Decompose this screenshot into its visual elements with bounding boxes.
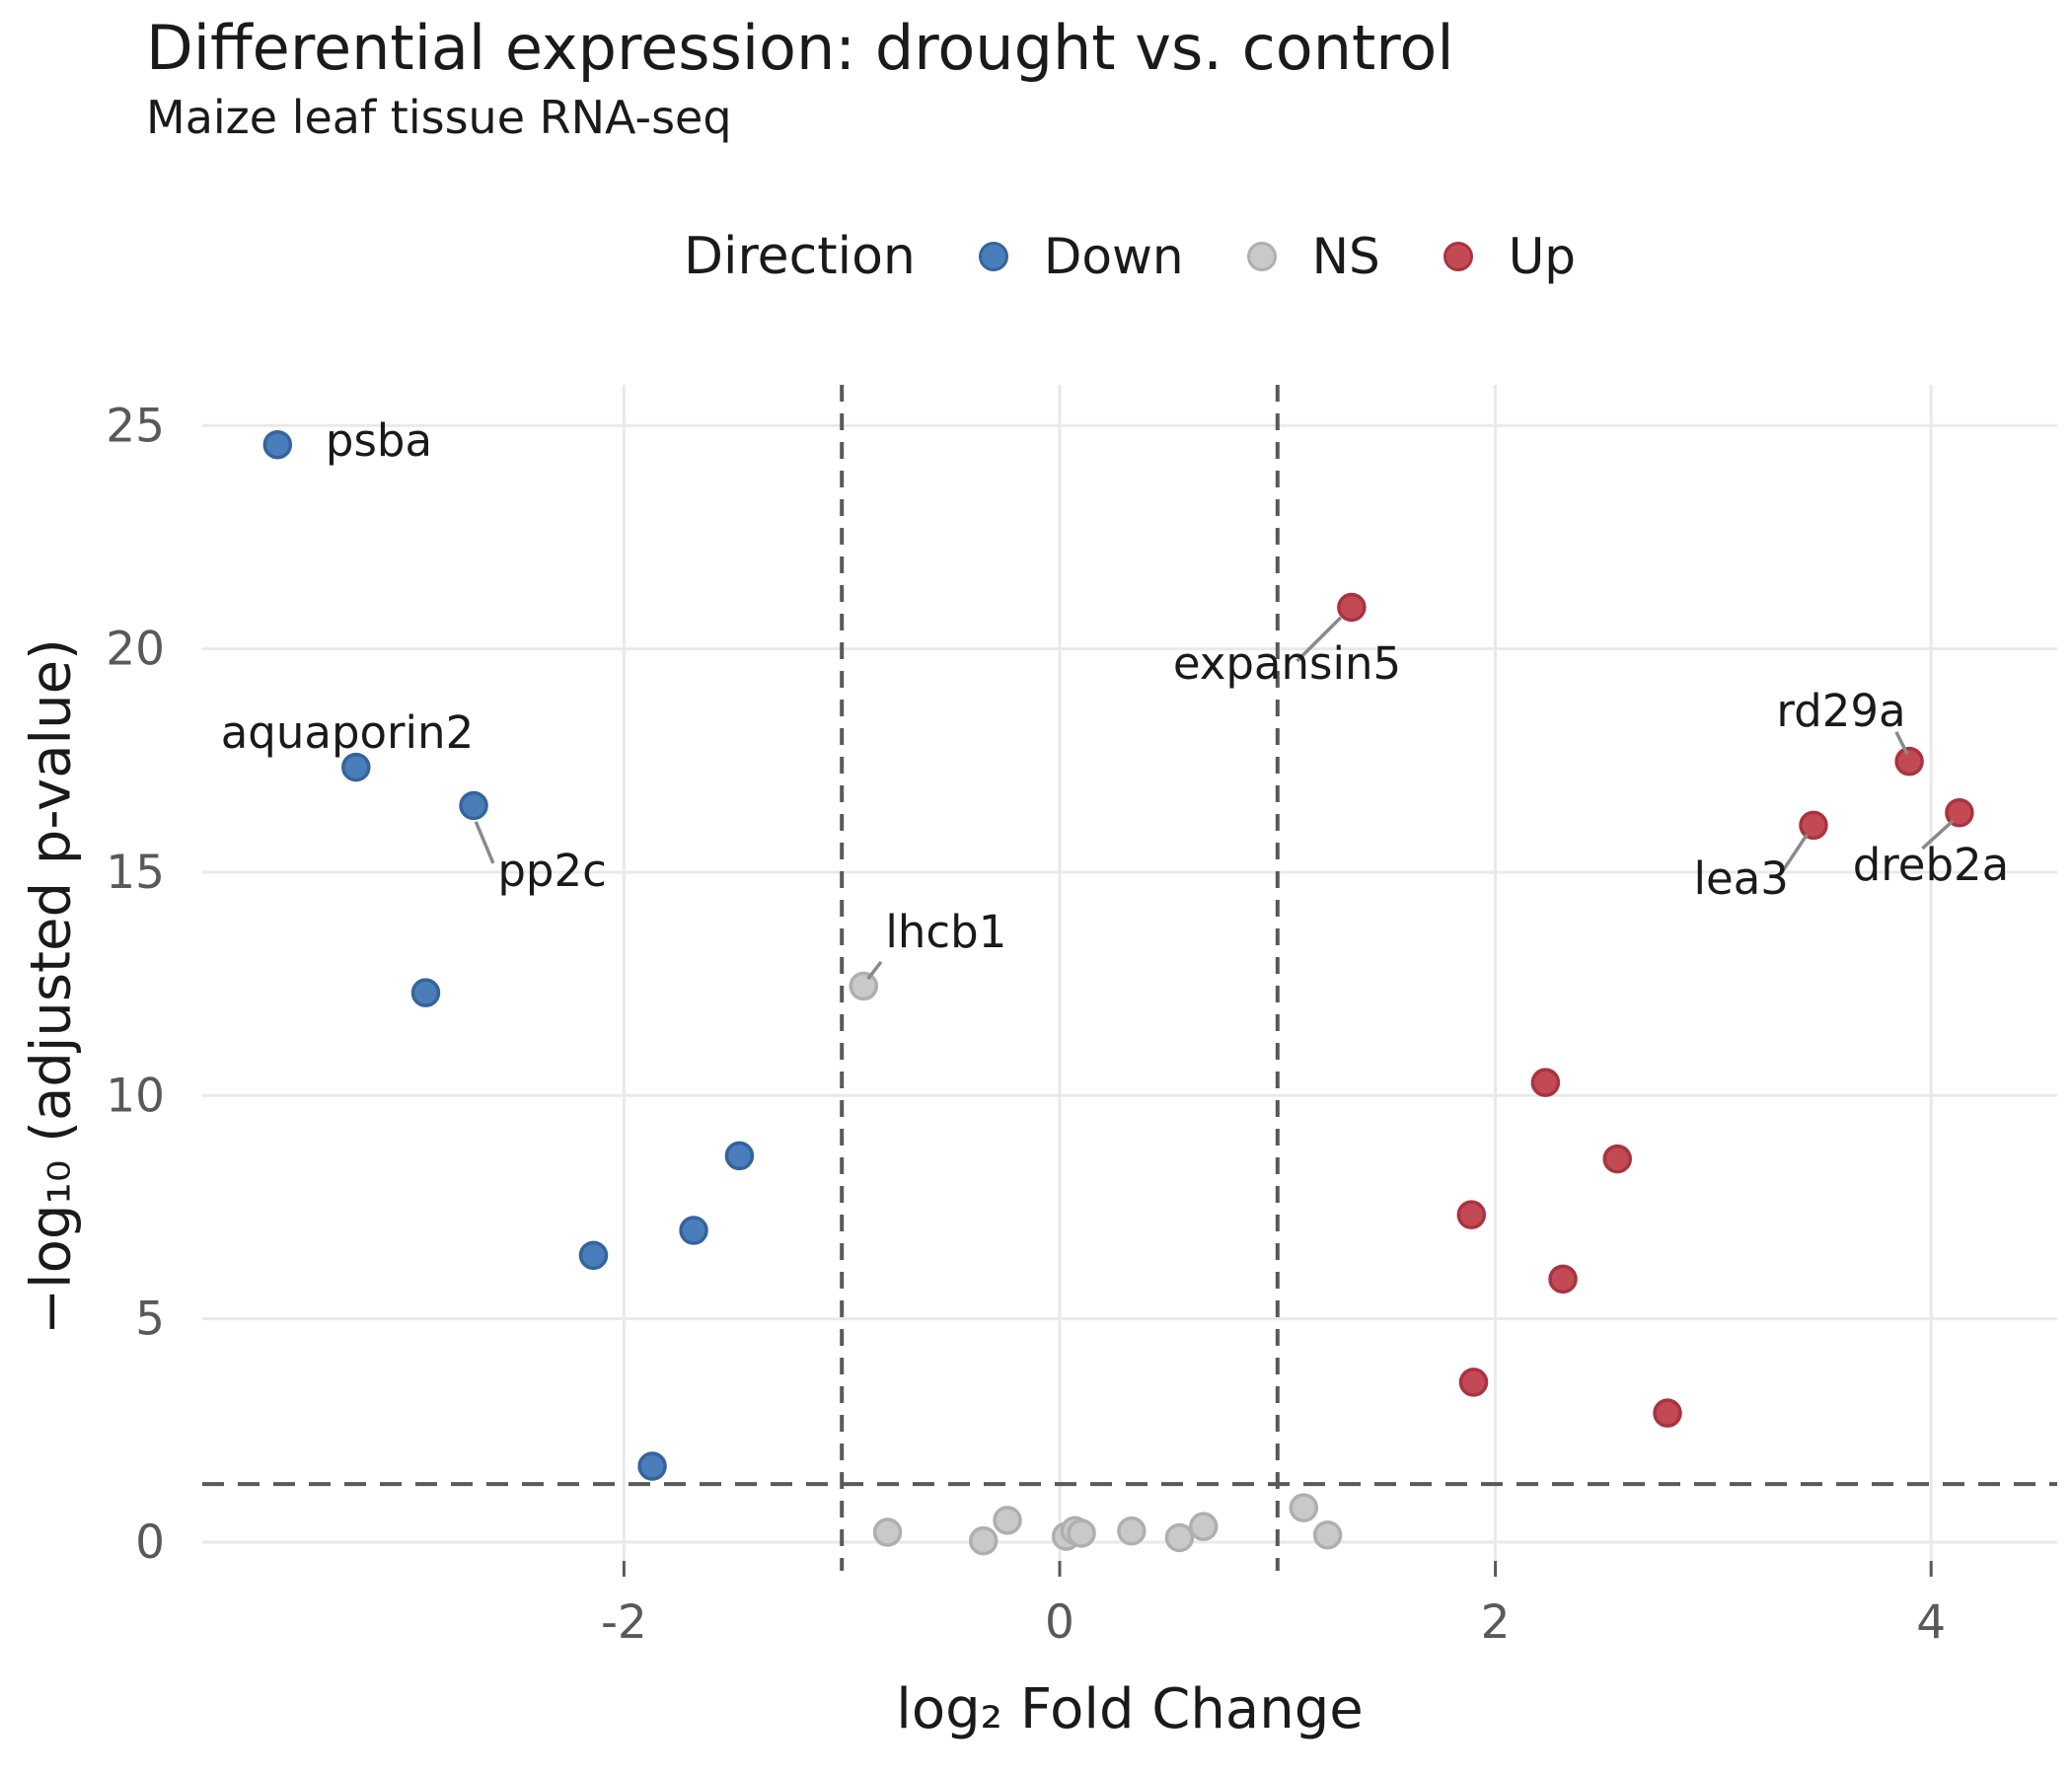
data-point-ns bbox=[1164, 1522, 1195, 1553]
y-tick-label: 25 bbox=[106, 399, 165, 453]
data-point-up bbox=[1456, 1200, 1487, 1229]
data-point-up bbox=[1548, 1264, 1578, 1295]
data-point-up bbox=[1530, 1068, 1561, 1097]
x-tick-label: 4 bbox=[1916, 1595, 1946, 1650]
data-point-up bbox=[1945, 797, 1974, 828]
legend-label-ns: NS bbox=[1311, 228, 1380, 285]
y-axis-title: −log₁₀ (adjusted p-value) bbox=[19, 638, 84, 1335]
gene-label-expansin5: expansin5 bbox=[1173, 637, 1401, 690]
data-point-ns bbox=[1188, 1512, 1219, 1541]
annotation-leader-line bbox=[1777, 833, 1809, 878]
data-point-ns bbox=[1289, 1493, 1319, 1522]
data-point-ns bbox=[1117, 1516, 1147, 1546]
data-point-up bbox=[1337, 592, 1367, 623]
annotation-leader-line bbox=[1921, 819, 1955, 851]
data-point-ns bbox=[993, 1506, 1022, 1535]
data-point-ns bbox=[1312, 1520, 1343, 1550]
data-point-down bbox=[637, 1451, 667, 1481]
x-tick-label: 2 bbox=[1481, 1595, 1511, 1650]
gene-label-pp2c: pp2c bbox=[497, 845, 607, 897]
ns-marker-icon bbox=[1246, 242, 1277, 271]
x-axis-title: log₂ Fold Change bbox=[896, 1677, 1364, 1741]
legend-label-up: Up bbox=[1508, 228, 1577, 285]
data-point-up bbox=[1602, 1144, 1632, 1174]
legend-label-down: Down bbox=[1043, 228, 1184, 285]
gene-label-aquaporin2: aquaporin2 bbox=[221, 706, 475, 759]
data-point-ns bbox=[1067, 1518, 1096, 1548]
down-marker-icon bbox=[978, 242, 1008, 271]
data-point-down bbox=[262, 429, 293, 460]
data-point-up bbox=[1894, 746, 1924, 777]
legend-item-up: Up bbox=[1443, 228, 1576, 285]
data-point-down bbox=[410, 978, 441, 1007]
legend-item-ns: NS bbox=[1246, 228, 1380, 285]
legend: Direction Down NS Up bbox=[202, 225, 2057, 288]
annotation-leader-line bbox=[1894, 731, 1909, 755]
data-point-up bbox=[1653, 1398, 1682, 1428]
data-point-up bbox=[1458, 1368, 1489, 1397]
data-point-down bbox=[459, 790, 488, 821]
legend-title: Direction bbox=[683, 227, 916, 286]
data-point-down bbox=[341, 752, 371, 782]
data-point-down bbox=[679, 1216, 708, 1245]
y-tick-label: 0 bbox=[135, 1516, 165, 1570]
annotation-leader-line bbox=[474, 821, 495, 864]
data-point-down bbox=[578, 1240, 609, 1271]
annotation-leader-line bbox=[1295, 616, 1343, 663]
annotation-leader-line bbox=[866, 960, 883, 981]
x-tick-label: -2 bbox=[601, 1595, 647, 1650]
y-tick-label: 15 bbox=[106, 846, 165, 900]
x-tick-label: 0 bbox=[1045, 1595, 1074, 1650]
data-point-ns bbox=[968, 1525, 999, 1556]
legend-item-down: Down bbox=[978, 228, 1184, 285]
data-point-ns bbox=[872, 1517, 903, 1547]
y-tick-label: 20 bbox=[106, 623, 165, 677]
gene-label-rd29a: rd29a bbox=[1776, 685, 1905, 737]
chart-subtitle: Maize leaf tissue RNA-seq bbox=[146, 91, 732, 144]
data-point-up bbox=[1799, 810, 1828, 841]
chart-title: Differential expression: drought vs. con… bbox=[146, 12, 1454, 84]
y-tick-label: 10 bbox=[106, 1069, 165, 1123]
y-tick-label: 5 bbox=[135, 1293, 165, 1347]
data-point-down bbox=[724, 1141, 755, 1171]
gene-label-psba: psba bbox=[326, 414, 432, 467]
gene-label-lhcb1: lhcb1 bbox=[885, 906, 1006, 958]
data-point-ns bbox=[849, 971, 879, 1001]
up-marker-icon bbox=[1443, 242, 1473, 271]
gene-label-dreb2a: dreb2a bbox=[1853, 839, 2010, 891]
gene-label-lea3: lea3 bbox=[1694, 852, 1789, 905]
